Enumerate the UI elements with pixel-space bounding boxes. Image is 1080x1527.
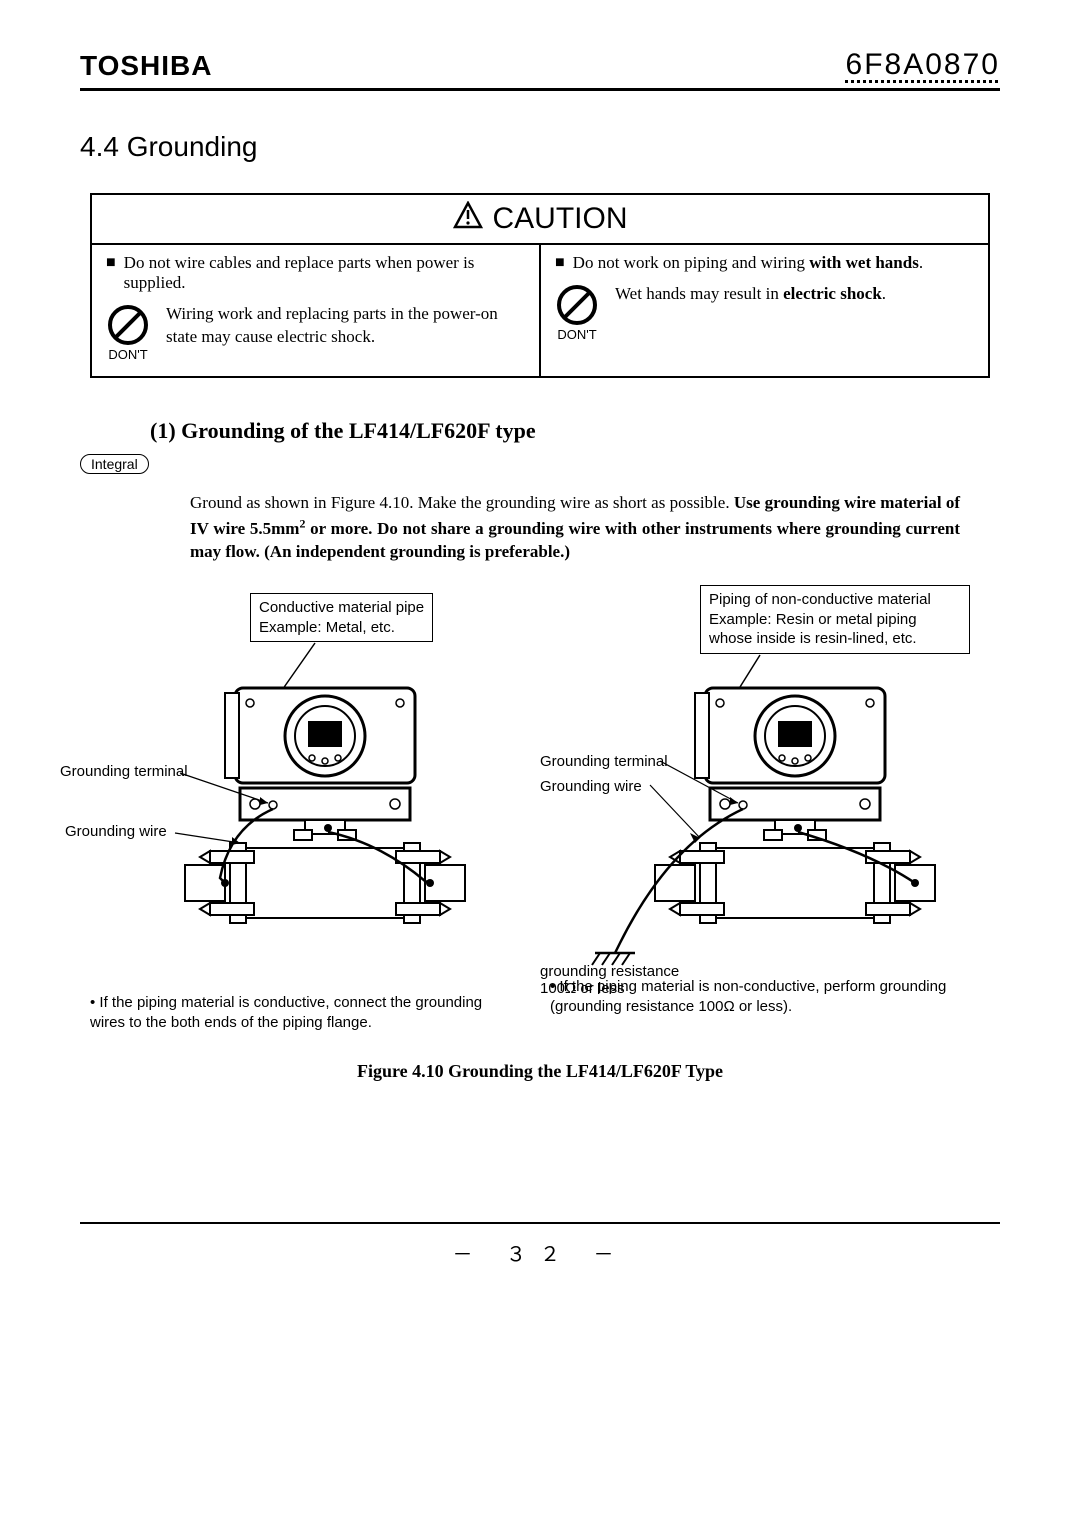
- caution-right-text: Wet hands may result in electric shock.: [615, 283, 886, 306]
- caution-body: ■ Do not wire cables and replace parts w…: [92, 245, 988, 376]
- caution-right-bullet-text: Do not work on piping and wiring with we…: [573, 253, 923, 273]
- caution-heading: CAUTION: [92, 195, 988, 245]
- caution-heading-text: CAUTION: [493, 202, 628, 236]
- caution-right-dont: DON'T Wet hands may result in electric s…: [555, 283, 976, 342]
- section-title: 4.4 Grounding: [80, 131, 1000, 163]
- prohibit-icon: DON'T: [106, 303, 150, 362]
- page-footer: － ３２ －: [80, 1222, 1000, 1267]
- diagram-left-icon: [80, 633, 520, 1013]
- caution-box: CAUTION ■ Do not wire cables and replace…: [90, 193, 990, 378]
- caution-left-bullet: ■ Do not wire cables and replace parts w…: [106, 253, 527, 293]
- document-code: 6F8A0870: [846, 48, 1000, 82]
- figure-right-note: • If the piping material is non-conducti…: [550, 977, 990, 1018]
- dont-label: DON'T: [555, 327, 599, 342]
- diagram-right-icon: [550, 643, 990, 1023]
- subsection-heading: (1) Grounding of the LF414/LF620F type: [150, 418, 1000, 444]
- figure-4-10: Conductive material pipe Example: Metal,…: [80, 593, 1000, 1033]
- warning-triangle-icon: [453, 201, 483, 237]
- caution-left-text: Wiring work and replacing parts in the p…: [166, 303, 527, 349]
- caution-right-col: ■ Do not work on piping and wiring with …: [539, 245, 988, 376]
- prohibit-icon: DON'T: [555, 283, 599, 342]
- page-number: － ３２ －: [452, 1244, 627, 1266]
- subsection-paragraph: Ground as shown in Figure 4.10. Make the…: [190, 492, 960, 563]
- integral-badge: Integral: [80, 454, 149, 474]
- square-bullet-icon: ■: [106, 253, 116, 293]
- dont-label: DON'T: [106, 347, 150, 362]
- caution-right-bullet: ■ Do not work on piping and wiring with …: [555, 253, 976, 273]
- caution-left-col: ■ Do not wire cables and replace parts w…: [92, 245, 539, 376]
- figure-right: Piping of non-conductive material Exampl…: [550, 593, 1000, 1033]
- square-bullet-icon: ■: [555, 253, 565, 273]
- page-header: TOSHIBA 6F8A0870: [80, 48, 1000, 91]
- figure-caption: Figure 4.10 Grounding the LF414/LF620F T…: [80, 1061, 1000, 1082]
- brand-logo: TOSHIBA: [80, 50, 213, 82]
- figure-left: Conductive material pipe Example: Metal,…: [80, 593, 530, 1033]
- caution-left-dont: DON'T Wiring work and replacing parts in…: [106, 303, 527, 362]
- caution-left-bullet-text: Do not wire cables and replace parts whe…: [124, 253, 527, 293]
- figure-left-note: • If the piping material is conductive, …: [90, 993, 510, 1034]
